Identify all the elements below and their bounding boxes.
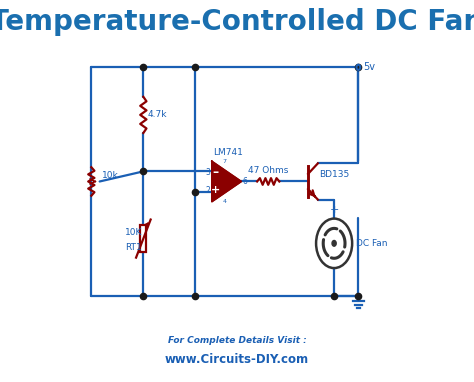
Text: www.Circuits-DIY.com: www.Circuits-DIY.com bbox=[165, 353, 309, 366]
Text: –: – bbox=[212, 166, 219, 179]
Text: 10k: 10k bbox=[102, 171, 118, 180]
Text: +: + bbox=[211, 185, 220, 195]
Bar bbox=[140, 225, 146, 252]
Text: RT1: RT1 bbox=[125, 243, 142, 252]
Text: 7: 7 bbox=[223, 159, 227, 163]
Text: LM741: LM741 bbox=[213, 147, 243, 157]
Text: 6: 6 bbox=[243, 177, 247, 186]
Text: BD135: BD135 bbox=[319, 170, 349, 179]
Text: 5v: 5v bbox=[363, 62, 375, 72]
Text: For Complete Details Visit :: For Complete Details Visit : bbox=[168, 337, 306, 345]
Text: Temperature-Controlled DC Fan: Temperature-Controlled DC Fan bbox=[0, 8, 474, 36]
Text: +: + bbox=[330, 205, 339, 215]
Text: 10K: 10K bbox=[125, 228, 143, 237]
Text: 4: 4 bbox=[223, 199, 227, 204]
Text: DC Fan: DC Fan bbox=[356, 239, 387, 248]
Text: 3: 3 bbox=[206, 168, 210, 177]
Text: 47 Ohms: 47 Ohms bbox=[248, 166, 288, 175]
Text: 2: 2 bbox=[206, 186, 210, 195]
Polygon shape bbox=[212, 161, 241, 202]
Text: 4.7k: 4.7k bbox=[147, 110, 167, 120]
Circle shape bbox=[332, 241, 336, 246]
